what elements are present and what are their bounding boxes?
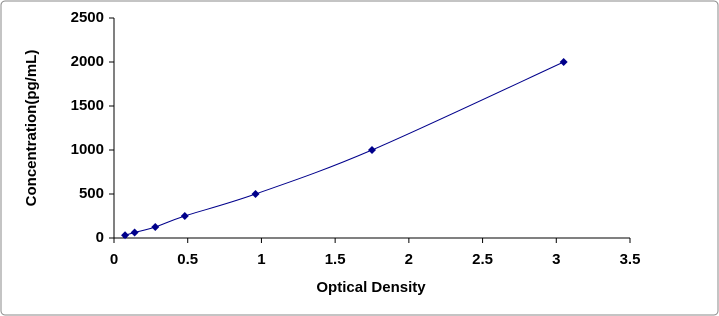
data-point — [251, 190, 260, 198]
x-tick-label: 1.5 — [325, 251, 346, 268]
x-tick-label: 2.5 — [472, 251, 493, 268]
y-tick-label: 2500 — [71, 9, 104, 26]
data-point — [180, 212, 189, 220]
data-point — [130, 228, 139, 237]
y-tick-label: 2000 — [71, 53, 104, 70]
y-axis-label: Concentration(pg/mL) — [23, 50, 40, 207]
x-tick-label: 3.5 — [620, 251, 641, 268]
x-tick-label: 3 — [552, 251, 560, 268]
data-point — [121, 231, 130, 240]
x-tick-label: 0 — [110, 251, 118, 268]
y-tick-label: 500 — [79, 185, 104, 202]
y-tick-label: 1500 — [71, 97, 104, 114]
x-tick-label: 1 — [257, 251, 265, 268]
data-point — [368, 146, 376, 154]
data-point — [559, 58, 568, 66]
x-axis-label: Optical Density — [316, 279, 426, 296]
y-tick-label: 0 — [96, 229, 104, 246]
y-tick-label: 1000 — [71, 141, 104, 158]
x-tick-label: 0.5 — [177, 251, 198, 268]
data-point — [151, 223, 160, 231]
x-tick-label: 2 — [405, 251, 413, 268]
